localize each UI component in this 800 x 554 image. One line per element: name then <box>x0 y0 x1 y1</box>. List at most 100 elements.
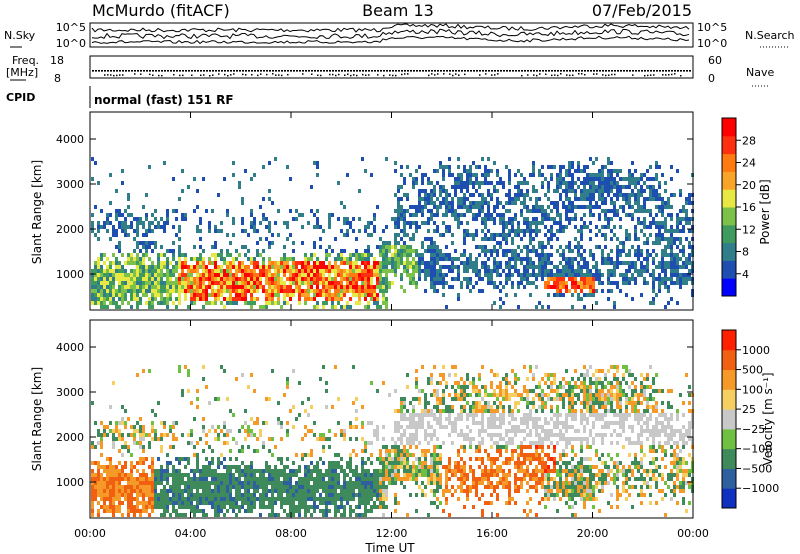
data-cell <box>328 253 331 257</box>
data-cell <box>451 201 454 205</box>
data-cell <box>550 273 553 277</box>
data-cell <box>202 465 205 469</box>
data-cell <box>589 185 592 189</box>
data-cell <box>379 261 382 265</box>
data-cell <box>298 381 301 385</box>
data-cell <box>319 293 322 297</box>
data-cell <box>334 269 337 273</box>
data-cell <box>580 273 583 277</box>
data-cell <box>178 365 181 369</box>
data-cell <box>178 261 181 265</box>
data-cell <box>268 437 271 441</box>
data-cell <box>568 245 571 249</box>
data-cell <box>445 273 448 277</box>
data-cell <box>322 265 325 269</box>
data-cell <box>385 469 388 473</box>
data-cell <box>325 469 328 473</box>
data-cell <box>649 189 652 193</box>
data-cell <box>130 433 133 437</box>
data-cell <box>235 489 238 493</box>
data-cell <box>304 257 307 261</box>
data-cell <box>214 505 217 509</box>
data-cell <box>226 501 229 505</box>
data-cell <box>187 373 190 377</box>
data-cell <box>658 197 661 201</box>
data-cell <box>277 477 280 481</box>
data-cell <box>199 265 202 269</box>
data-cell <box>319 277 322 281</box>
data-cell <box>574 213 577 217</box>
data-cell <box>313 225 316 229</box>
freq-tick-top: 18 <box>50 54 64 67</box>
data-cell <box>601 185 604 189</box>
data-cell <box>490 249 493 253</box>
data-cell <box>568 205 571 209</box>
data-cell <box>304 493 307 497</box>
data-cell <box>253 217 256 221</box>
data-cell <box>406 269 409 273</box>
data-cell <box>298 493 301 497</box>
data-cell <box>460 173 463 177</box>
data-cell <box>406 441 409 445</box>
data-cell <box>517 197 520 201</box>
data-cell <box>175 469 178 473</box>
data-cell <box>406 197 409 201</box>
data-cell <box>466 189 469 193</box>
freq-mark <box>356 70 358 72</box>
data-cell <box>250 373 253 377</box>
data-cell <box>655 221 658 225</box>
data-cell <box>202 377 205 381</box>
data-cell <box>271 289 274 293</box>
data-cell <box>469 181 472 185</box>
data-cell <box>319 261 322 265</box>
data-cell <box>565 197 568 201</box>
data-cell <box>550 237 553 241</box>
data-cell <box>451 185 454 189</box>
data-cell <box>319 469 322 473</box>
data-cell <box>142 233 145 237</box>
data-cell <box>439 253 442 257</box>
data-cell <box>106 281 109 285</box>
data-cell <box>616 173 619 177</box>
data-cell <box>610 189 613 193</box>
data-cell <box>331 285 334 289</box>
data-cell <box>370 253 373 257</box>
data-cell <box>130 253 133 257</box>
nave-mark <box>356 74 358 77</box>
data-cell <box>157 269 160 273</box>
data-cell <box>355 257 358 261</box>
data-cell <box>217 505 220 509</box>
data-cell <box>568 273 571 277</box>
data-cell <box>667 205 670 209</box>
data-cell <box>358 253 361 257</box>
data-cell <box>565 273 568 277</box>
data-cell <box>172 493 175 497</box>
freq-mark <box>416 70 418 72</box>
data-cell <box>391 245 394 249</box>
data-cell <box>334 453 337 457</box>
data-cell <box>430 265 433 269</box>
data-cell <box>472 213 475 217</box>
data-cell <box>616 245 619 249</box>
data-cell <box>121 477 124 481</box>
data-cell <box>124 217 127 221</box>
data-cell <box>316 301 319 305</box>
data-cell <box>445 265 448 269</box>
data-cell <box>124 497 127 501</box>
data-cell <box>670 205 673 209</box>
data-cell <box>337 421 340 425</box>
data-cell <box>337 181 340 185</box>
data-cell <box>247 301 250 305</box>
data-cell <box>370 221 373 225</box>
data-cell <box>379 281 382 285</box>
nave-tick-bottom: 0 <box>708 72 715 85</box>
data-cell <box>172 477 175 481</box>
data-cell <box>106 497 109 501</box>
freq-mark <box>488 70 490 72</box>
data-cell <box>124 485 127 489</box>
data-cell <box>667 245 670 249</box>
data-cell <box>271 273 274 277</box>
data-cell <box>103 225 106 229</box>
data-cell <box>634 233 637 237</box>
data-cell <box>340 269 343 273</box>
